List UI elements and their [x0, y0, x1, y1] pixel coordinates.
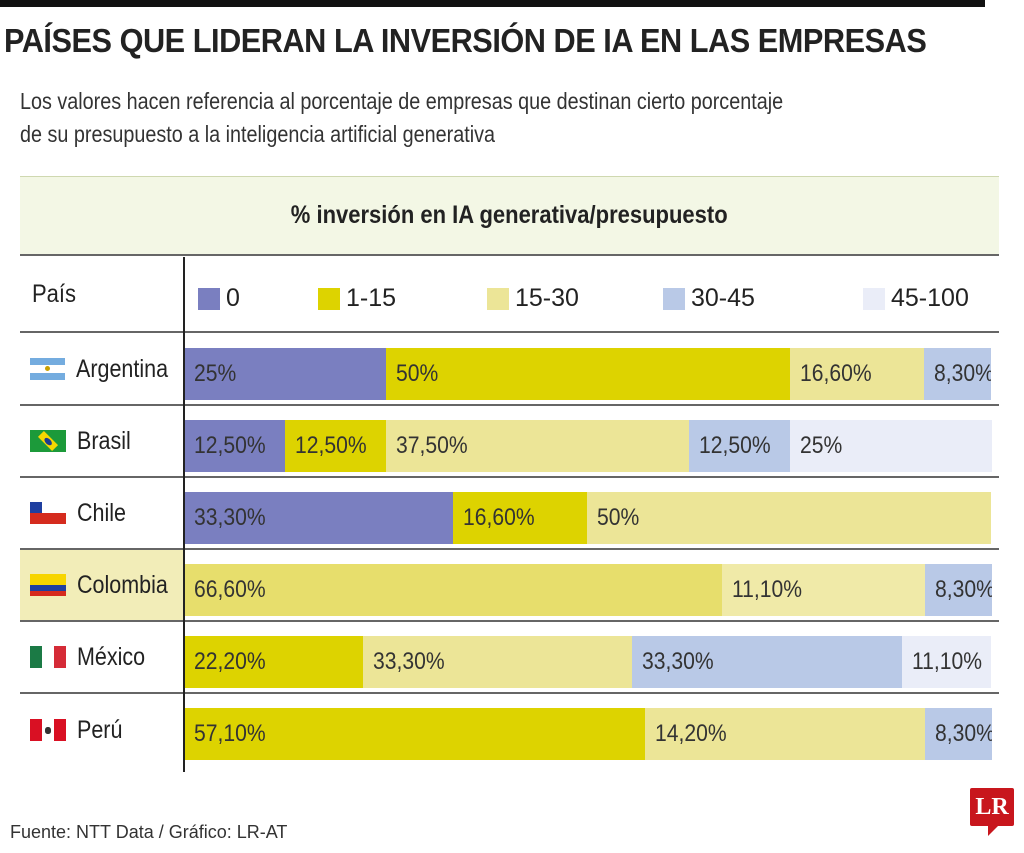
table-header: % inversión en IA generativa/presupuesto — [20, 176, 999, 256]
row-colombia: Colombia 66,60% 11,10% 8,30% — [20, 550, 999, 622]
country-label: Perú — [77, 715, 123, 744]
axis-line — [183, 257, 185, 772]
bar-segment-15-30: 33,30% — [363, 636, 633, 688]
bar-segment-45-100: 25% — [790, 420, 992, 472]
row-méxico: México 22,20% 33,30% 33,30% 11,10% — [20, 622, 999, 694]
bar-segment-15-30: 37,50% — [386, 420, 689, 472]
bar-segment-1-15: 22,20% — [184, 636, 364, 688]
bar-segment-30-45: 8,30% — [924, 348, 992, 400]
country-label: Colombia — [77, 570, 168, 599]
row-argentina: Argentina 25% 50% 16,60% 8,30% — [20, 334, 999, 406]
bar-segment-0: 25% — [184, 348, 386, 400]
country-label: Argentina — [75, 354, 169, 383]
bar-segment-45-100: 11,10% — [901, 636, 992, 688]
subtitle-line-2: de su presupuesto a la inteligencia arti… — [20, 121, 496, 147]
country-label: Brasil — [77, 426, 131, 455]
legend-label: 45-100 — [891, 284, 969, 312]
row-brasil: Brasil 12,50% 12,50% 37,50% 12,50% 25% — [20, 406, 999, 478]
bar-segment-30-45: 12,50% — [689, 420, 790, 472]
data-label: 50% — [597, 504, 640, 531]
legend-swatch — [318, 287, 340, 310]
legend: País 0 1-15 15-30 30-45 45-100 — [20, 258, 999, 333]
bar-segment-15-30: 16,60% — [790, 348, 925, 400]
data-label: 16,60% — [463, 504, 535, 531]
data-label: 33,30% — [194, 504, 266, 531]
country-cell: Perú — [20, 694, 183, 766]
legend-swatch — [198, 287, 220, 310]
legend-item-45-100: 45-100 — [863, 284, 969, 313]
bar-segment-15-30: 14,20% — [645, 708, 925, 760]
top-rule — [0, 0, 985, 7]
country-label: México — [77, 642, 146, 671]
legend-swatch — [863, 287, 885, 310]
header-label: % inversión en IA generativa/presupuesto — [291, 201, 728, 229]
row-chile: Chile 33,30% 16,60% 50% — [20, 478, 999, 550]
data-label: 66,60% — [194, 576, 266, 603]
legend-item-15-30: 15-30 — [487, 284, 579, 313]
flag-icon — [30, 719, 66, 741]
legend-item-0: 0 — [198, 284, 240, 313]
bar-segment-30-45: 8,30% — [924, 564, 992, 616]
country-cell: Colombia — [20, 550, 183, 620]
data-label: 12,50% — [295, 432, 367, 459]
legend-swatch — [487, 287, 509, 310]
data-label: 33,30% — [642, 648, 715, 675]
bar-segment-15-30: 11,10% — [722, 564, 925, 616]
country-cell: Chile — [20, 478, 183, 548]
data-label: 8,30% — [934, 360, 992, 387]
legend-label: 30-45 — [691, 284, 755, 312]
bar-segment-0: 33,30% — [184, 492, 454, 544]
data-label: 8,30% — [934, 720, 992, 747]
legend-label: 15-30 — [515, 284, 579, 312]
country-column-header: País — [32, 280, 77, 308]
country-cell: Brasil — [20, 406, 183, 476]
data-label: 25% — [194, 360, 237, 387]
legend-label: 1-15 — [346, 284, 397, 312]
bar-segment-1-15: 50% — [386, 348, 790, 400]
legend-label: 0 — [226, 284, 240, 312]
data-label: 12,50% — [699, 432, 771, 459]
country-label: Chile — [77, 498, 127, 527]
bar-segment-1-15: 57,10% — [184, 708, 646, 760]
data-label: 14,20% — [655, 720, 727, 747]
data-label: 22,20% — [194, 648, 266, 675]
subtitle-line-1: Los valores hacen referencia al porcenta… — [20, 88, 784, 114]
bar-segment-1-15: 12,50% — [285, 420, 386, 472]
bar-segment-30-45: 33,30% — [632, 636, 902, 688]
bar-segment-15-30: 50% — [587, 492, 992, 544]
data-label: 11,10% — [732, 576, 803, 603]
legend-item-1-15: 1-15 — [318, 284, 396, 313]
data-label: 16,60% — [800, 360, 872, 387]
data-label: 8,30% — [934, 576, 992, 603]
flag-icon — [30, 430, 66, 452]
data-label: 33,30% — [373, 648, 446, 675]
data-label: 25% — [800, 432, 843, 459]
legend-item-30-45: 30-45 — [663, 284, 755, 313]
flag-icon — [30, 574, 66, 596]
data-label: 11,10% — [911, 648, 982, 675]
country-cell: Argentina — [20, 334, 183, 404]
country-cell: México — [20, 622, 183, 692]
data-label: 12,50% — [194, 432, 266, 459]
source-footer: Fuente: NTT Data / Gráfico: LR-AT — [10, 822, 288, 842]
bar-segment-1-15: 66,60% — [184, 564, 723, 616]
bar-segment-30-45: 8,30% — [924, 708, 992, 760]
flag-icon — [30, 502, 66, 524]
chart-title: PAÍSES QUE LIDERAN LA INVERSIÓN DE IA EN… — [4, 22, 927, 59]
data-label: 50% — [396, 360, 439, 387]
data-label: 57,10% — [194, 720, 266, 747]
row-perú: Perú 57,10% 14,20% 8,30% — [20, 694, 999, 766]
flag-icon — [30, 646, 66, 668]
bar-segment-0: 12,50% — [184, 420, 285, 472]
data-label: 37,50% — [396, 432, 468, 459]
lr-logo: LR — [970, 788, 1014, 836]
legend-swatch — [663, 287, 685, 310]
bar-segment-1-15: 16,60% — [453, 492, 588, 544]
flag-icon — [30, 358, 65, 380]
